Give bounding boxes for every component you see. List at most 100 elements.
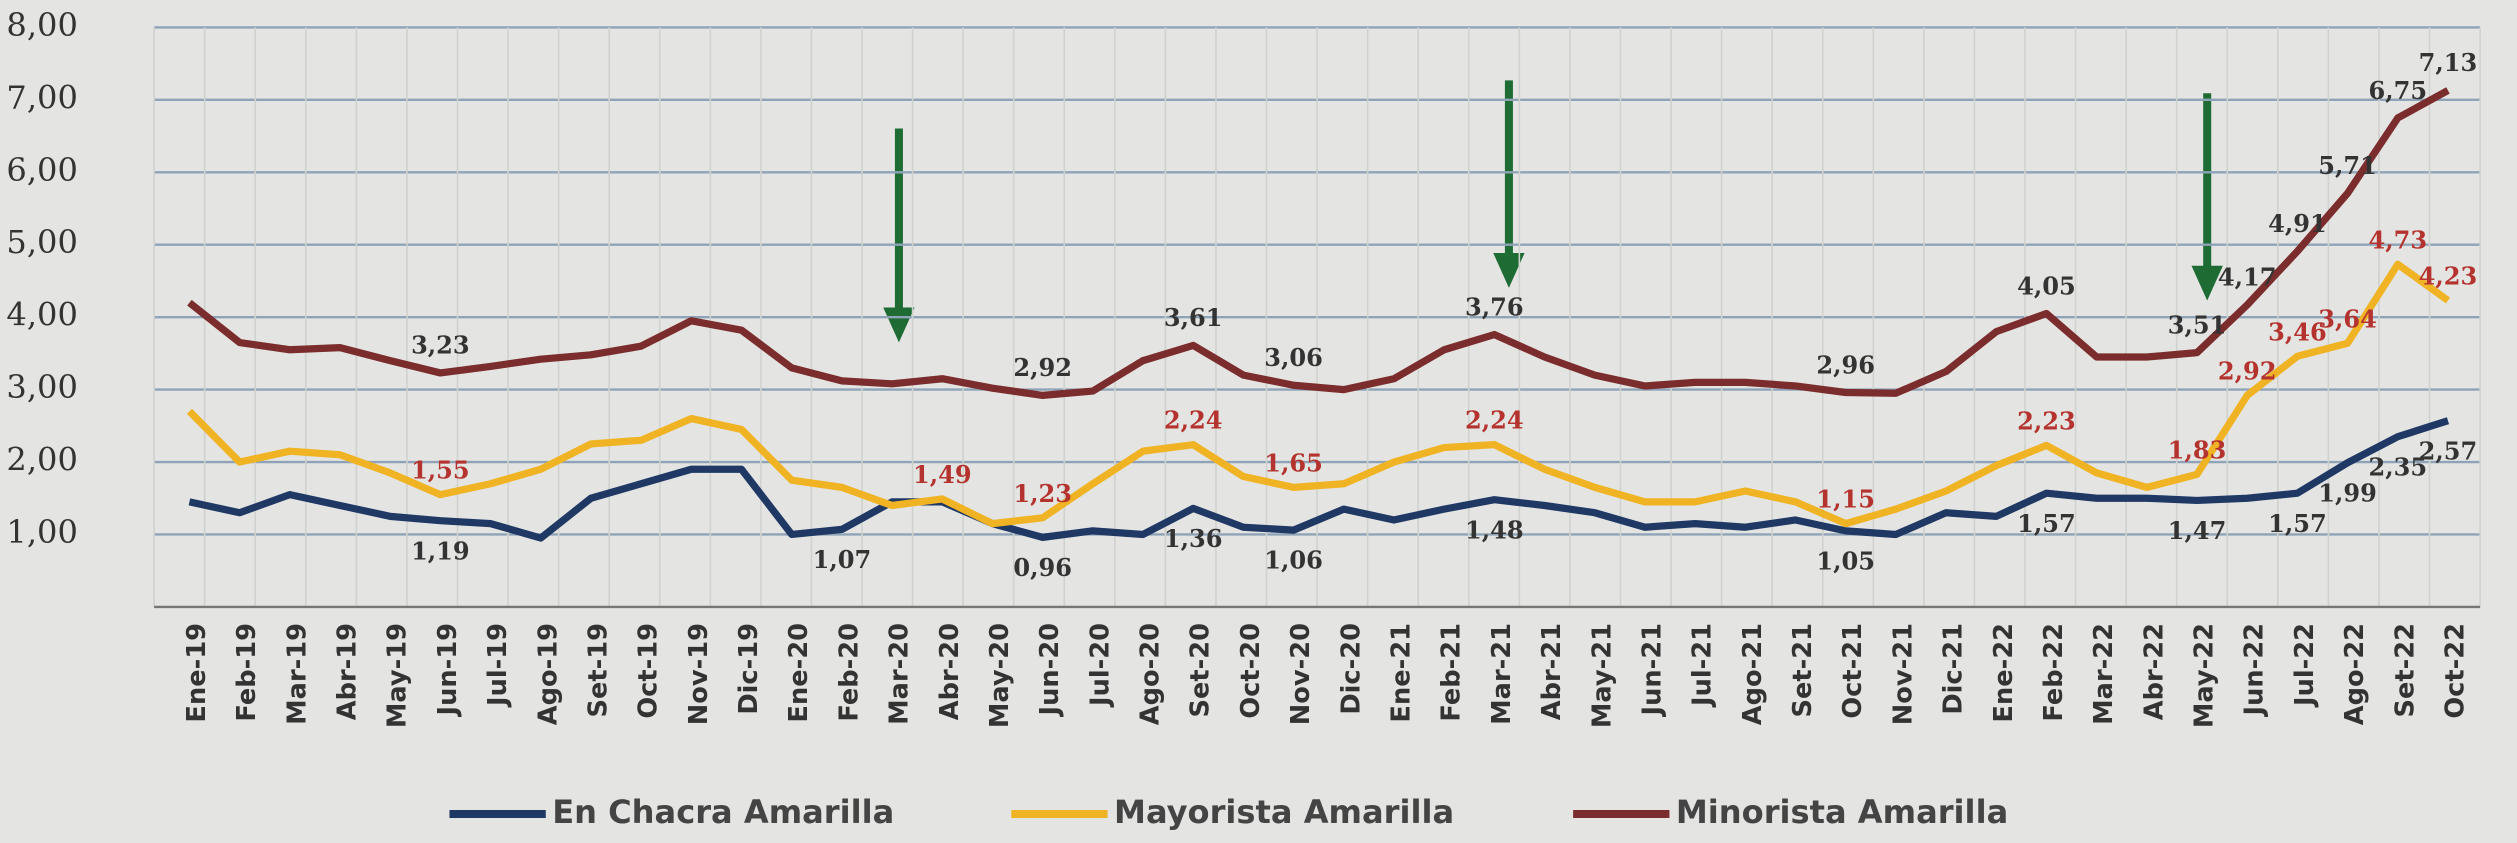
x-tick-label: May-22 [2190, 623, 2220, 728]
x-tick-label: Ago-20 [1136, 623, 1166, 725]
data-label: 1,55 [411, 456, 470, 485]
data-label: 1,06 [1264, 546, 1323, 575]
x-tick-label: Dic-19 [734, 623, 764, 715]
data-label: 3,46 [2268, 317, 2327, 346]
x-tick-label: Ago-21 [1738, 623, 1768, 725]
x-tick-label: Feb-19 [232, 623, 262, 722]
data-label: 2,24 [1465, 406, 1524, 435]
x-tick-label: Abr-21 [1537, 623, 1567, 720]
data-label: 1,99 [2318, 478, 2377, 507]
data-label: 3,23 [411, 331, 470, 360]
x-tick-label: Ago-22 [2340, 623, 2370, 725]
x-tick-label: Ene-22 [1989, 623, 2019, 723]
data-label: 3,76 [1465, 292, 1524, 321]
x-tick-label: Ene-19 [182, 623, 212, 723]
x-tick-label: Oct-22 [2441, 623, 2471, 719]
legend-label: Mayorista Amarilla [1114, 793, 1454, 831]
data-label: 2,57 [2419, 436, 2478, 465]
data-label: 7,13 [2419, 48, 2478, 77]
y-tick-label: 8,00 [6, 6, 77, 44]
x-tick-label: Set-22 [2390, 623, 2420, 718]
data-label: 3,61 [1164, 303, 1223, 332]
arrow-head [1493, 252, 1525, 288]
x-tick-label: Oct-19 [634, 623, 664, 719]
data-label: 4,23 [2419, 262, 2478, 291]
x-tick-label: May-21 [1587, 623, 1617, 728]
x-tick-label: Mar-19 [282, 623, 312, 725]
data-label: 1,07 [813, 545, 872, 574]
data-label: 1,48 [1465, 515, 1524, 544]
data-label: 1,57 [2017, 509, 2076, 538]
x-tick-label: Jun-22 [2240, 623, 2270, 717]
x-tick-label: Nov-21 [1888, 623, 1918, 725]
x-tick-label: Ene-20 [784, 623, 814, 723]
data-label: 4,17 [2218, 263, 2277, 292]
data-label: 1,05 [1816, 546, 1875, 575]
data-label: 1,47 [2168, 516, 2227, 545]
x-tick-label: Jun-19 [433, 623, 463, 717]
data-label: 1,36 [1164, 524, 1223, 553]
series-line [187, 87, 2450, 400]
data-label: 2,23 [2017, 406, 2076, 435]
data-label: 5,71 [2318, 151, 2377, 180]
x-tick-label: Ene-21 [1387, 623, 1417, 723]
data-label: 3,51 [2168, 310, 2227, 339]
data-label: 2,92 [1013, 353, 1072, 382]
data-label: 3,06 [1264, 343, 1323, 372]
data-label: 1,23 [1013, 479, 1072, 508]
x-tick-label: Jul-22 [2290, 623, 2320, 708]
x-tick-label: May-19 [383, 623, 413, 728]
y-tick-label: 7,00 [6, 78, 77, 116]
data-label: 2,96 [1816, 350, 1875, 379]
data-label: 6,75 [2368, 76, 2427, 105]
x-tick-label: Mar-21 [1487, 623, 1517, 725]
x-tick-label: Mar-20 [885, 623, 915, 725]
x-tick-label: Dic-20 [1336, 623, 1366, 715]
x-tick-label: Jul-20 [1085, 623, 1115, 708]
x-tick-label: Mar-22 [2089, 623, 2119, 725]
x-tick-label: Set-20 [1186, 623, 1216, 718]
y-tick-label: 4,00 [6, 296, 77, 334]
x-tick-label: Dic-21 [1939, 623, 1969, 715]
data-label: 1,49 [913, 460, 972, 489]
legend-label: Minorista Amarilla [1676, 793, 2008, 831]
x-tick-label: Oct-20 [1236, 623, 1266, 719]
y-tick-label: 6,00 [6, 151, 77, 189]
data-label: 1,15 [1816, 485, 1875, 514]
arrow-head [2191, 265, 2223, 301]
data-label: 1,57 [2268, 509, 2327, 538]
x-tick-label: Nov-19 [684, 623, 714, 725]
x-tick-label: Feb-22 [2039, 623, 2069, 722]
y-tick-label: 2,00 [6, 441, 77, 479]
data-label: 2,35 [2368, 452, 2427, 481]
x-tick-label: May-20 [985, 623, 1015, 728]
x-tick-label: Jul-21 [1688, 623, 1718, 708]
data-label: 0,96 [1013, 553, 1072, 582]
x-tick-label: Abr-22 [2139, 623, 2169, 720]
data-label: 4,91 [2268, 209, 2327, 238]
x-tick-label: Set-19 [583, 623, 613, 718]
x-tick-label: Ago-19 [533, 623, 563, 725]
x-tick-label: Abr-19 [333, 623, 363, 720]
data-label: 1,19 [411, 536, 470, 565]
x-tick-label: Jul-19 [483, 623, 513, 708]
x-tick-label: Jun-20 [1035, 623, 1065, 717]
series-line [188, 417, 2450, 542]
legend-label: En Chacra Amarilla [552, 793, 894, 831]
data-label: 4,73 [2368, 225, 2427, 254]
data-label: 1,65 [1264, 448, 1323, 477]
data-label: 2,92 [2218, 356, 2277, 385]
x-tick-label: Feb-21 [1437, 623, 1467, 722]
x-tick-label: Abr-20 [935, 623, 965, 720]
y-tick-label: 3,00 [6, 368, 77, 406]
y-tick-label: 1,00 [6, 513, 77, 551]
data-label: 2,24 [1164, 406, 1223, 435]
y-tick-label: 5,00 [6, 223, 77, 261]
x-tick-label: Jun-21 [1637, 623, 1667, 717]
data-label: 1,83 [2168, 435, 2227, 464]
data-label: 3,64 [2318, 304, 2377, 333]
x-tick-label: Nov-20 [1286, 623, 1316, 725]
data-label: 4,05 [2017, 271, 2076, 300]
